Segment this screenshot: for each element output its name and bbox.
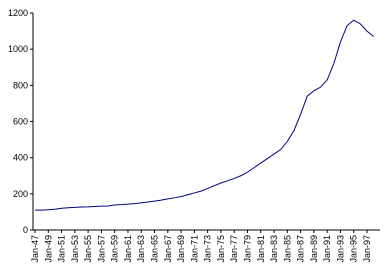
y-tick-label: 200 [13, 189, 28, 199]
x-tick-label: Jan-49 [43, 235, 53, 263]
x-tick-label: Jan-73 [203, 235, 213, 263]
x-tick-label: Jan-93 [335, 235, 345, 263]
y-tick-label: 800 [13, 80, 28, 90]
x-tick-label: Jan-85 [282, 235, 292, 263]
x-tick-label: Jan-77 [229, 235, 239, 263]
x-tick-label: Jan-47 [30, 235, 40, 263]
x-tick-label: Jan-79 [242, 235, 252, 263]
y-tick-label: 0 [23, 225, 28, 235]
x-tick-label: Jan-81 [256, 235, 266, 263]
y-tick-label: 400 [13, 153, 28, 163]
x-tick-label: Jan-97 [362, 235, 372, 263]
x-tick-label: Jan-61 [123, 235, 133, 263]
x-tick-label: Jan-51 [57, 235, 67, 263]
x-tick-label: Jan-71 [189, 235, 199, 263]
y-tick-label: 1000 [8, 44, 28, 54]
data-line [35, 19, 374, 211]
x-tick-label: Jan-69 [176, 235, 186, 263]
y-tick-label: 1200 [8, 8, 28, 18]
x-tick-label: Jan-89 [309, 235, 319, 263]
x-tick-label: Jan-65 [150, 235, 160, 263]
x-tick-label: Jan-75 [216, 235, 226, 263]
x-tick-label: Jan-87 [296, 235, 306, 263]
x-tick-label: Jan-83 [269, 235, 279, 263]
x-tick-label: Jan-53 [70, 235, 80, 263]
x-tick-label: Jan-91 [322, 235, 332, 263]
x-tick-label: Jan-95 [349, 235, 359, 263]
x-tick-label: Jan-57 [96, 235, 106, 263]
x-tick-label: Jan-55 [83, 235, 93, 263]
y-tick-label: 600 [13, 117, 28, 127]
x-tick-label: Jan-63 [136, 235, 146, 263]
x-tick-label: Jan-59 [110, 235, 120, 263]
x-tick-label: Jan-67 [163, 235, 173, 263]
